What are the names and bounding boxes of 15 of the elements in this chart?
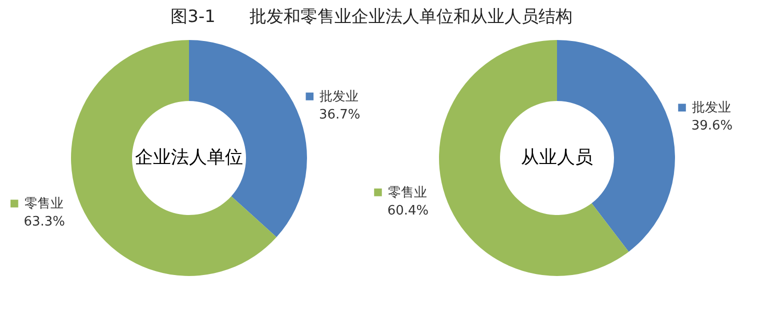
data-label: 36.7%	[318, 107, 360, 122]
data-label: 63.3%	[24, 214, 66, 230]
legend-label: 批发业	[320, 89, 359, 104]
legend-label: 零售业	[388, 185, 427, 200]
donut-slice	[439, 40, 629, 276]
text: 从业人员	[521, 147, 593, 168]
text: 企业法人单位	[135, 147, 243, 168]
legend-label: 零售业	[24, 196, 64, 212]
data-label: 60.4%	[387, 203, 429, 218]
donut-slice	[557, 40, 675, 252]
donut-slice	[71, 40, 277, 276]
legend-label: 批发业	[692, 100, 732, 116]
chart-title: 图3-1 批发和零售业企业法人单位和从业人员结构	[170, 7, 572, 27]
donut-slice	[189, 40, 307, 238]
data-label: 39.6%	[691, 118, 733, 134]
